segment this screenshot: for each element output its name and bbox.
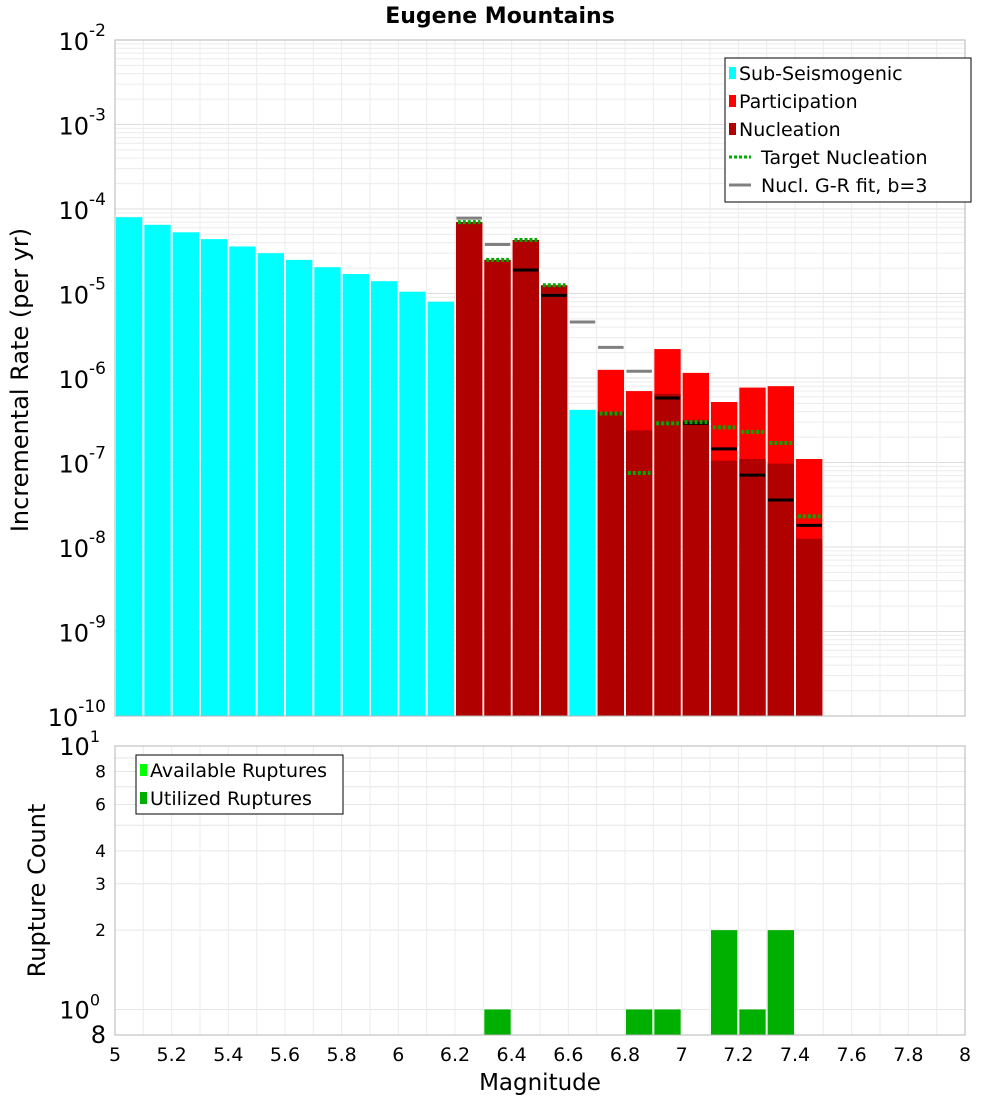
x-tick-label: 5.2 — [157, 1044, 187, 1066]
x-tick-label: 7.2 — [723, 1044, 753, 1066]
x-tick-label: 6 — [392, 1044, 404, 1066]
chart-title: Eugene Mountains — [385, 4, 615, 29]
x-tick-label: 7.8 — [893, 1044, 923, 1066]
top-y-tick-label: 10-7 — [59, 444, 107, 479]
nucleation-bar — [626, 430, 653, 716]
x-tick-label: 6.2 — [440, 1044, 470, 1066]
nucleation-bar — [682, 419, 709, 716]
sub-seismogenic-bar — [342, 274, 369, 716]
bottom-y-tick-label: 101 — [59, 727, 100, 761]
top-y-tick-label: 10-6 — [59, 359, 107, 394]
x-tick-label: 6.4 — [497, 1044, 527, 1066]
bottom-y-axis-label: Rupture Count — [23, 804, 51, 978]
bottom-y-minor-tick-label: 4 — [95, 842, 106, 862]
legend-label: Sub-Seismogenic — [739, 63, 903, 85]
utilized-rupture-bar — [654, 1009, 681, 1035]
bottom-legend-box — [135, 754, 344, 815]
utilized-rupture-bar — [767, 930, 794, 1035]
x-tick-label: 5.4 — [213, 1044, 243, 1066]
x-tick-label: 7.6 — [837, 1044, 867, 1066]
legend-swatch — [729, 95, 736, 107]
legend-swatch — [140, 792, 147, 804]
utilized-rupture-bar — [711, 930, 738, 1035]
utilized-rupture-bar — [484, 1009, 511, 1035]
bottom-y-minor-tick-label: 3 — [95, 875, 106, 895]
sub-seismogenic-bar — [229, 246, 256, 716]
nucleation-bar — [484, 259, 511, 716]
bottom-y-tick-label: 100 — [59, 990, 100, 1024]
legend-swatch — [729, 67, 736, 79]
x-tick-label: 8 — [959, 1044, 971, 1066]
top-legend: Sub-Seismogenic Participation Nucleation Ta… — [724, 57, 972, 203]
legend-label: Nucleation — [739, 119, 841, 141]
legend-label: Participation — [739, 91, 858, 113]
utilized-rupture-bar — [739, 1009, 766, 1035]
bottom-y-axis-min-label: 8 — [91, 1021, 106, 1049]
sub-seismogenic-bar — [257, 253, 284, 716]
nucleation-bar — [796, 538, 823, 716]
bottom-y-minor-tick-label: 8 — [95, 763, 106, 783]
nucleation-bar — [512, 239, 539, 716]
nucleation-bar — [597, 411, 624, 716]
sub-seismogenic-bar — [427, 301, 454, 716]
utilized-rupture-bar — [626, 1009, 653, 1035]
sub-seismogenic-bars — [116, 217, 596, 717]
x-tick-label: 5.8 — [327, 1044, 357, 1066]
top-y-tick-label: 10-9 — [59, 613, 107, 648]
top-y-tick-label: 10-5 — [59, 275, 107, 310]
nucleation-bar — [739, 459, 766, 716]
nucleation-bar — [654, 393, 681, 716]
top-y-axis-label: Incremental Rate (per yr) — [6, 228, 34, 532]
legend-label: Available Ruptures — [150, 760, 327, 782]
bottom-legend: Available Ruptures Utilized Ruptures — [135, 754, 344, 815]
x-axis-label: Magnitude — [479, 1070, 601, 1096]
top-y-tick-label: 10-2 — [59, 21, 107, 56]
bottom-y-minor-tick-label: 6 — [95, 795, 106, 815]
top-y-tick-label: 10-8 — [59, 528, 107, 563]
legend-label: Target Nucleation — [760, 147, 928, 169]
sub-seismogenic-bar — [314, 267, 341, 716]
sub-seismogenic-bar — [144, 224, 171, 716]
bottom-plot-border — [114, 745, 966, 1036]
target-nucleation-markers — [457, 220, 821, 519]
bottom-y-minor-tick-label: 2 — [95, 921, 106, 941]
nucleation-bar — [767, 463, 794, 716]
sub-seismogenic-bar — [116, 217, 143, 716]
x-tick-labels: 5 5.2 5.4 5.6 5.8 6 6.2 6.4 6.6 6.8 7 7.2 7.4 7.6 7.8 8 — [109, 1044, 971, 1066]
top-legend-box — [724, 57, 972, 203]
sub-seismogenic-bar — [172, 232, 199, 716]
nucleation-bar — [541, 285, 568, 716]
legend-label: Nucl. G-R fit, b=3 — [761, 175, 927, 197]
sub-seismogenic-bar — [201, 239, 228, 717]
x-tick-label: 6.6 — [553, 1044, 583, 1066]
top-y-tick-label: 10-4 — [59, 190, 107, 225]
x-tick-label: 5 — [109, 1044, 121, 1066]
nucleation-bar — [711, 460, 738, 716]
legend-swatch — [729, 123, 736, 135]
nucleation-bars — [456, 222, 823, 716]
top-y-tick-labels: 10-10 10-9 10-8 10-7 10-6 10-5 10-4 10-3 10-2 — [48, 21, 106, 732]
x-tick-label: 7.4 — [780, 1044, 810, 1066]
sub-seismogenic-bar — [399, 291, 426, 716]
legend-label: Utilized Ruptures — [150, 788, 312, 810]
sub-seismogenic-bar — [371, 281, 398, 716]
x-tick-label: 6.8 — [610, 1044, 640, 1066]
sub-seismogenic-bar — [286, 259, 313, 716]
x-tick-label: 5.6 — [270, 1044, 300, 1066]
top-y-tick-label: 10-3 — [59, 106, 107, 141]
top-plot-border — [114, 39, 966, 717]
legend-swatch — [140, 764, 147, 776]
nucleation-bar — [456, 222, 483, 716]
sub-seismogenic-bar — [569, 409, 596, 716]
x-tick-label: 7 — [676, 1044, 688, 1066]
top-y-tick-label: 10-10 — [48, 697, 106, 732]
utilized-rupture-bars — [484, 930, 794, 1035]
